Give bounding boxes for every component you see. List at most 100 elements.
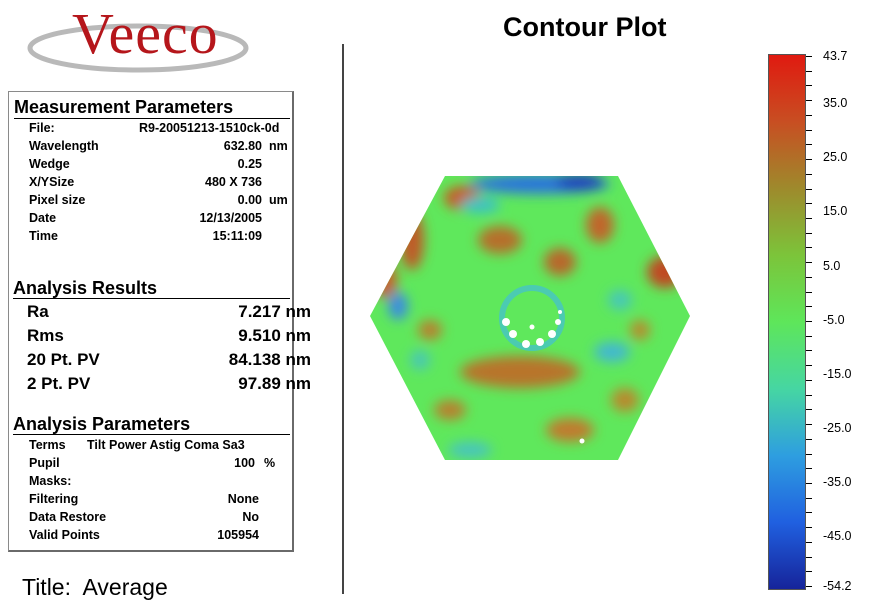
- colorbar-tick: [806, 232, 812, 234]
- param-unit: um: [269, 193, 288, 207]
- colorbar-tick: [806, 100, 812, 102]
- colorbar-tick: [806, 173, 812, 175]
- colorbar-tick: [806, 114, 812, 116]
- colorbar-tick: [806, 438, 812, 440]
- colorbar-tick: [806, 306, 812, 308]
- param-value: R9-20051213-1510ck-0d: [139, 121, 280, 135]
- veeco-logo: Veeco: [20, 0, 250, 80]
- param-label: Filtering: [29, 492, 79, 506]
- param-value: 15:11:09: [212, 229, 262, 243]
- colorbar-tick: [806, 85, 812, 87]
- param-label: Time: [29, 229, 58, 243]
- colorbar-tick: [806, 335, 812, 337]
- measurement-parameters-title: Measurement Parameters: [14, 97, 234, 117]
- colorbar-tick: [806, 379, 812, 381]
- logo-wordmark: Veeco: [72, 1, 219, 66]
- result-label: 2 Pt. PV: [27, 374, 91, 393]
- colorbar-tick: [806, 556, 812, 558]
- info-panel: Measurement Parameters File: R9-20051213…: [8, 91, 311, 552]
- result-label: Rms: [27, 326, 64, 345]
- result-value: 9.510 nm: [238, 326, 311, 345]
- param-value: 632.80: [223, 139, 262, 153]
- colorbar-tick: [806, 159, 812, 161]
- section-rule: [14, 118, 290, 119]
- colorbar-tick: [806, 70, 812, 72]
- param-value: Tilt Power Astig Coma Sa3: [87, 438, 245, 452]
- analysis-parameters-title: Analysis Parameters: [13, 414, 191, 434]
- masked-region: [502, 310, 585, 444]
- colorbar-tick-label: -45.0: [823, 529, 852, 544]
- result-label: Ra: [27, 302, 49, 321]
- colorbar-tick-label: -15.0: [823, 366, 852, 381]
- colorbar-tick: [806, 424, 812, 426]
- report-title: Title: Average: [22, 574, 168, 600]
- colorbar-tick: [806, 409, 812, 411]
- colorbar-tick: [806, 365, 812, 367]
- colorbar-tick-label: 15.0: [823, 204, 848, 219]
- colorbar-tick: [806, 482, 812, 484]
- colorbar: [768, 54, 806, 590]
- param-value: 0.00: [237, 193, 262, 207]
- param-unit: %: [264, 456, 276, 470]
- colorbar-tick: [806, 350, 812, 352]
- param-value: 12/13/2005: [199, 211, 262, 225]
- param-value: 480 X 736: [205, 175, 262, 189]
- colorbar-tick: [806, 497, 812, 499]
- colorbar-tick: [806, 276, 812, 278]
- colorbar-tick: [806, 129, 812, 131]
- param-label: Wavelength: [29, 139, 99, 153]
- analysis-results-title: Analysis Results: [13, 278, 158, 298]
- result-label: 20 Pt. PV: [27, 350, 100, 369]
- colorbar-tick-label: -54.2: [823, 579, 852, 593]
- colorbar-tick: [806, 586, 812, 587]
- colorbar-tick-label: -35.0: [823, 475, 852, 490]
- section-rule: [13, 434, 290, 435]
- result-value: 97.89 nm: [238, 374, 311, 393]
- section-rule: [13, 298, 290, 299]
- panel-divider: [342, 44, 344, 594]
- logo-swoosh: [27, 23, 249, 73]
- param-label: Pupil: [29, 456, 60, 470]
- colorbar-tick-label: 35.0: [823, 96, 848, 111]
- colorbar-tick: [806, 394, 812, 396]
- param-value: None: [227, 492, 259, 506]
- colorbar-tick-label: 5.0: [823, 258, 841, 273]
- colorbar-tick: [806, 512, 812, 514]
- colorbar-tick: [806, 262, 812, 264]
- param-label: Valid Points: [29, 528, 100, 542]
- param-value: 105954: [217, 528, 259, 542]
- param-label: X/YSize: [29, 175, 75, 189]
- colorbar-tick-label: -25.0: [823, 420, 852, 435]
- colorbar-tick: [806, 571, 812, 573]
- param-label: Pixel size: [29, 193, 86, 207]
- colorbar-tick: [806, 527, 812, 529]
- colorbar-tick: [806, 144, 812, 146]
- plot-title: Contour Plot: [503, 12, 667, 42]
- param-label: Date: [29, 211, 57, 225]
- colorbar-tick: [806, 541, 812, 543]
- param-label: Wedge: [29, 157, 70, 171]
- colorbar-tick: [806, 321, 812, 322]
- contour-surface: [370, 176, 690, 460]
- param-label: Terms: [29, 438, 66, 452]
- colorbar-tick: [806, 468, 812, 470]
- colorbar-tick: [806, 247, 812, 249]
- param-value: No: [242, 510, 259, 524]
- colorbar-tick-label: -5.0: [823, 312, 845, 327]
- colorbar-tick: [806, 203, 812, 205]
- colorbar-tick: [806, 291, 812, 293]
- param-label: Data Restore: [29, 510, 107, 524]
- param-value: 100: [234, 456, 255, 470]
- param-label: Masks:: [29, 474, 72, 488]
- colorbar-tick-label: 25.0: [823, 150, 848, 165]
- colorbar-tick-label: 43.7: [823, 49, 848, 63]
- result-value: 84.138 nm: [228, 350, 311, 369]
- colorbar-tick: [806, 188, 812, 190]
- param-value: 0.25: [237, 157, 262, 171]
- result-value: 7.217 nm: [238, 302, 311, 321]
- colorbar-tick: [806, 453, 812, 455]
- param-unit: nm: [269, 139, 288, 153]
- param-label: File:: [29, 121, 55, 135]
- colorbar-tick: [806, 217, 812, 219]
